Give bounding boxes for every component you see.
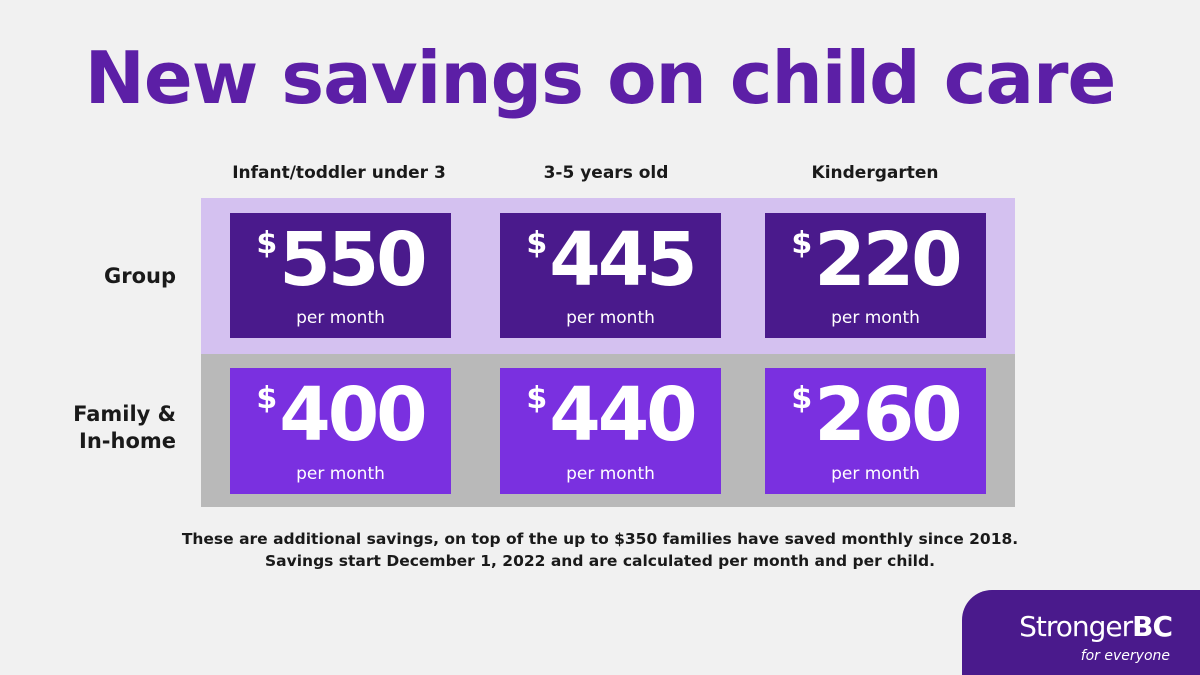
amount-value: 260	[814, 372, 962, 458]
strongerbc-logo: StrongerBC for everyone	[962, 590, 1200, 675]
family-kindergarten-card: $260 per month	[765, 368, 986, 494]
logo-brand-bold: BC	[1132, 610, 1173, 643]
row-header-family-line1: Family &	[73, 402, 176, 426]
unit-label: per month	[296, 308, 385, 328]
dollar-sign: $	[256, 226, 278, 261]
dollar-sign: $	[256, 381, 278, 416]
group-kindergarten-card: $220 per month	[765, 213, 986, 338]
amount: $220	[765, 223, 986, 297]
family-3-5-card: $440 per month	[500, 368, 721, 494]
unit-label: per month	[566, 308, 655, 328]
logo-brand-light: Stronger	[1019, 610, 1133, 643]
logo-tagline: for everyone	[1080, 648, 1170, 664]
footnote-line-1: These are additional savings, on top of …	[181, 530, 1019, 548]
family-infant-card: $400 per month	[230, 368, 451, 494]
dollar-sign: $	[526, 381, 548, 416]
row-header-family-line2: In-home	[79, 429, 176, 454]
column-header-3-5: 3-5 years old	[543, 163, 669, 183]
page-title: New savings on child care	[84, 36, 1117, 120]
logo-wordmark: StrongerBC	[1019, 610, 1173, 643]
column-header-infant: Infant/toddler under 3	[232, 163, 446, 183]
unit-label: per month	[831, 464, 920, 484]
group-3-5-card: $445 per month	[500, 213, 721, 338]
amount-value: 550	[279, 217, 427, 303]
amount-value: 445	[549, 217, 697, 303]
amount-value: 400	[279, 372, 427, 458]
amount-value: 440	[549, 372, 697, 458]
amount: $440	[500, 378, 721, 452]
amount: $400	[230, 378, 451, 452]
row-header-family: Family & In-home	[73, 401, 176, 456]
unit-label: per month	[831, 308, 920, 328]
amount: $550	[230, 223, 451, 297]
row-header-group: Group	[103, 264, 176, 288]
amount: $445	[500, 223, 721, 297]
dollar-sign: $	[791, 381, 813, 416]
group-infant-card: $550 per month	[230, 213, 451, 338]
unit-label: per month	[296, 464, 385, 484]
dollar-sign: $	[526, 226, 548, 261]
column-header-kindergarten: Kindergarten	[811, 163, 939, 183]
unit-label: per month	[566, 464, 655, 484]
footnote-line-2: Savings start December 1, 2022 and are c…	[265, 552, 935, 570]
amount-value: 220	[814, 217, 962, 303]
amount: $260	[765, 378, 986, 452]
dollar-sign: $	[791, 226, 813, 261]
